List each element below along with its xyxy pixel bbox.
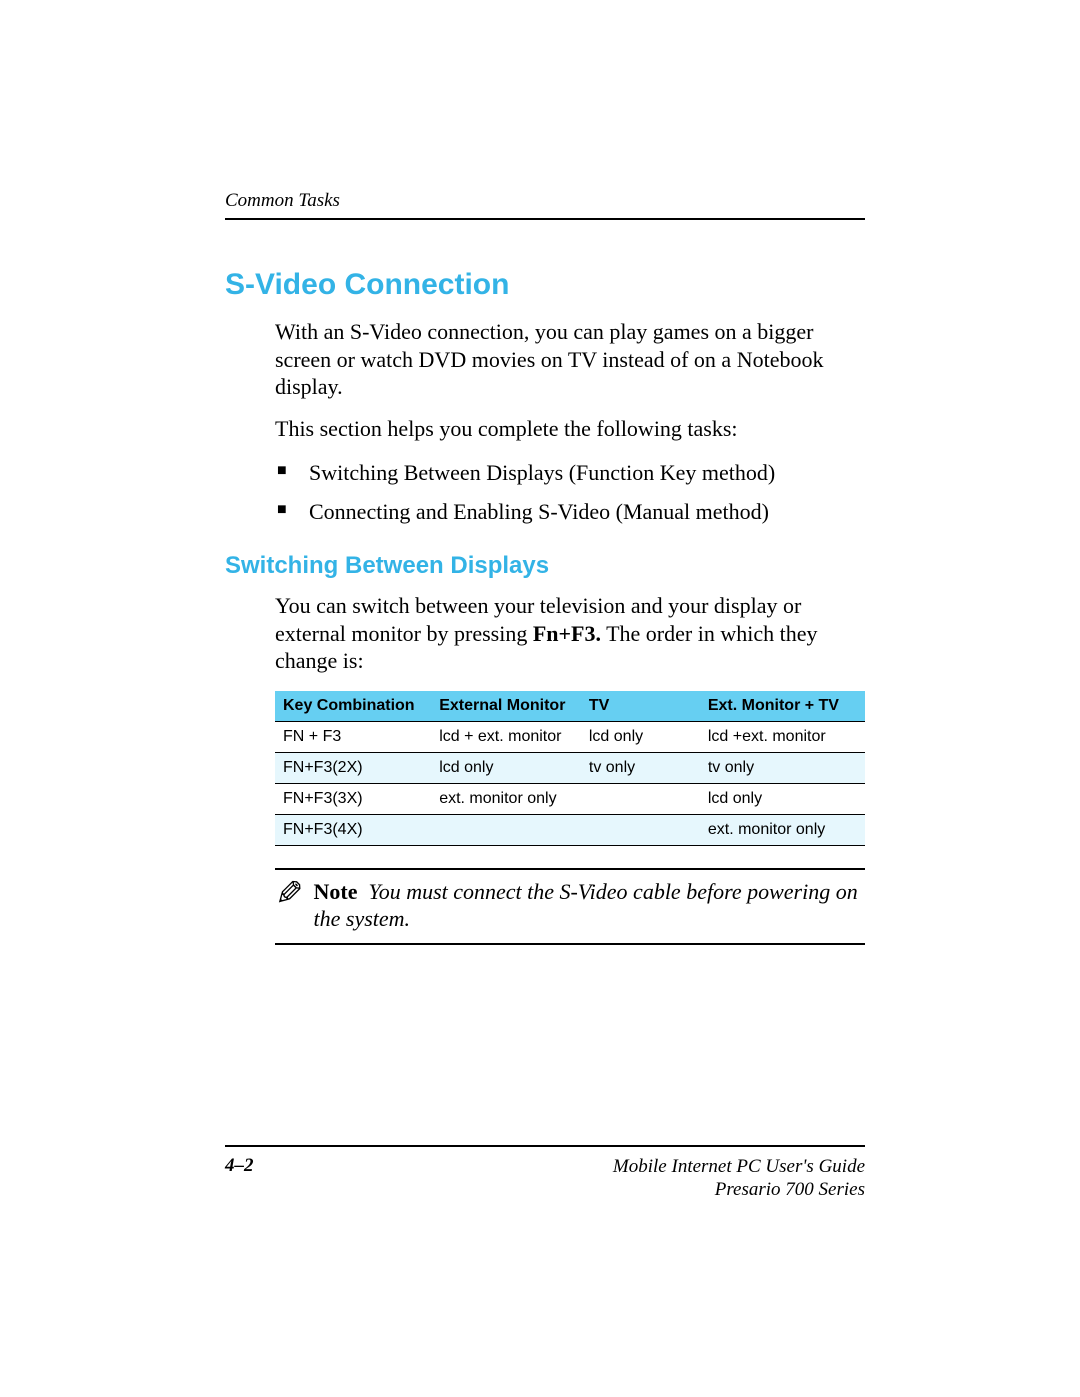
table-cell xyxy=(431,814,581,845)
table-cell: tv only xyxy=(581,752,700,783)
note-block: ✎ Note You must connect the S-Video cabl… xyxy=(275,868,865,945)
note-text: Note You must connect the S-Video cable … xyxy=(314,878,866,933)
table-header: Ext. Monitor + TV xyxy=(700,691,865,722)
note-label: Note xyxy=(314,879,358,904)
footer-row: 4–2 Mobile Internet PC User's Guide Pres… xyxy=(225,1155,865,1203)
running-header: Common Tasks xyxy=(225,190,865,212)
table-row: FN+F3(2X) lcd only tv only tv only xyxy=(275,752,865,783)
table-cell: FN + F3 xyxy=(275,721,431,752)
heading-2: Switching Between Displays xyxy=(225,552,865,580)
page-footer: 4–2 Mobile Internet PC User's Guide Pres… xyxy=(225,1145,865,1203)
body-content: With an S-Video connection, you can play… xyxy=(275,318,865,528)
body-content-2: You can switch between your television a… xyxy=(275,592,865,945)
table-cell: ext. monitor only xyxy=(700,814,865,845)
guide-title: Mobile Internet PC User's Guide xyxy=(613,1155,865,1179)
table-header: External Monitor xyxy=(431,691,581,722)
header-rule xyxy=(225,218,865,220)
note-icon: ✎ xyxy=(275,878,304,912)
footer-titles: Mobile Internet PC User's Guide Presario… xyxy=(613,1155,865,1203)
table-cell: tv only xyxy=(700,752,865,783)
table-cell: FN+F3(3X) xyxy=(275,783,431,814)
task-list: Switching Between Displays (Function Key… xyxy=(275,456,865,528)
paragraph: With an S-Video connection, you can play… xyxy=(275,318,865,401)
table-cell: lcd + ext. monitor xyxy=(431,721,581,752)
table-cell xyxy=(581,783,700,814)
table-row: FN+F3(3X) ext. monitor only lcd only xyxy=(275,783,865,814)
paragraph: You can switch between your television a… xyxy=(275,592,865,675)
table-cell: lcd +ext. monitor xyxy=(700,721,865,752)
page-number: 4–2 xyxy=(225,1155,254,1203)
table-cell xyxy=(581,814,700,845)
table-cell: FN+F3(4X) xyxy=(275,814,431,845)
table-cell: lcd only xyxy=(431,752,581,783)
bold-text: Fn+F3. xyxy=(533,621,601,646)
table-cell: FN+F3(2X) xyxy=(275,752,431,783)
table-header: TV xyxy=(581,691,700,722)
table-header: Key Combination xyxy=(275,691,431,722)
table-cell: lcd only xyxy=(700,783,865,814)
table-row: FN + F3 lcd + ext. monitor lcd only lcd … xyxy=(275,721,865,752)
list-item: Switching Between Displays (Function Key… xyxy=(275,456,865,489)
table-cell: lcd only xyxy=(581,721,700,752)
note-body: You must connect the S-Video cable befor… xyxy=(314,879,858,932)
display-table: Key Combination External Monitor TV Ext.… xyxy=(275,691,865,846)
table-header-row: Key Combination External Monitor TV Ext.… xyxy=(275,691,865,722)
product-series: Presario 700 Series xyxy=(613,1178,865,1202)
table-cell: ext. monitor only xyxy=(431,783,581,814)
footer-rule xyxy=(225,1145,865,1147)
list-item: Connecting and Enabling S-Video (Manual … xyxy=(275,495,865,528)
heading-1: S-Video Connection xyxy=(225,268,865,302)
table-row: FN+F3(4X) ext. monitor only xyxy=(275,814,865,845)
document-page: Common Tasks S-Video Connection With an … xyxy=(0,0,1080,1397)
paragraph: This section helps you complete the foll… xyxy=(275,415,865,443)
